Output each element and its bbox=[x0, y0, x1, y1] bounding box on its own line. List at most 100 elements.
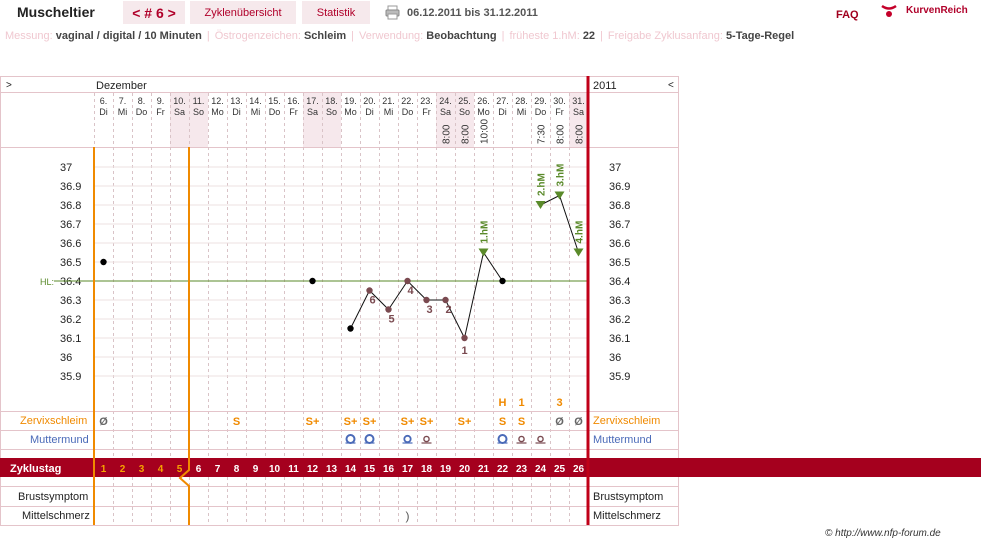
day-number: 26. bbox=[477, 96, 490, 106]
high-temp-label: 1.hM bbox=[480, 221, 491, 244]
nav-next-button[interactable]: < bbox=[668, 80, 674, 91]
cycle-day-number: 2 bbox=[120, 464, 126, 475]
tab-cycle-overview[interactable]: Zyklenübersicht bbox=[190, 1, 296, 24]
logo-icon bbox=[881, 4, 897, 17]
zervix-mark: S bbox=[233, 416, 240, 428]
y-tick-left: 36.6 bbox=[60, 238, 81, 250]
temperature-point bbox=[309, 277, 316, 285]
day-number: 14. bbox=[249, 96, 262, 106]
weekday-label: Mo bbox=[211, 107, 224, 117]
y-tick-right: 36.9 bbox=[609, 181, 630, 193]
month-label: Dezember bbox=[96, 80, 147, 92]
cervix-closed-icon bbox=[537, 435, 544, 443]
day-number: 25. bbox=[458, 96, 471, 106]
day-number: 19. bbox=[344, 96, 357, 106]
cervix-open-icon bbox=[497, 434, 508, 444]
cervix-closed-icon bbox=[518, 435, 525, 443]
tab-statistics[interactable]: Statistik bbox=[302, 1, 370, 24]
nav-prev-button[interactable]: > bbox=[6, 80, 12, 91]
day-number: 11. bbox=[193, 96, 205, 106]
zervix-mark: S bbox=[518, 416, 525, 428]
cycle-day-number: 25 bbox=[554, 464, 566, 475]
cycle-day-number: 21 bbox=[478, 464, 490, 475]
zervix-mark: Ø bbox=[555, 416, 564, 428]
weekday-label: Mi bbox=[251, 107, 261, 117]
day-number: 16. bbox=[287, 96, 300, 106]
temperature-point bbox=[499, 277, 506, 285]
setting-label: früheste 1.hM: bbox=[509, 30, 583, 42]
cycle-day-number: 12 bbox=[307, 464, 319, 475]
low-temp-label: 1 bbox=[461, 345, 467, 357]
zervix-mark: S+ bbox=[363, 416, 377, 428]
high-temp-label: 4.hM bbox=[575, 221, 586, 244]
temperature-point bbox=[100, 258, 107, 266]
setting-value: 22 bbox=[582, 30, 596, 42]
weekday-label: Fr bbox=[422, 107, 431, 117]
y-tick-right: 36.5 bbox=[609, 257, 630, 269]
cycle-day-number: 8 bbox=[234, 464, 240, 475]
y-tick-left: 36.4 bbox=[60, 276, 81, 288]
cycle-day-number: 7 bbox=[215, 464, 221, 475]
weekday-label: Di bbox=[232, 107, 241, 117]
weekday-label: Mi bbox=[517, 107, 527, 117]
top-bar: Muscheltier < # 6 > Zyklenübersicht Stat… bbox=[0, 0, 981, 26]
weekend-shade bbox=[170, 93, 189, 147]
day-number: 6. bbox=[100, 96, 108, 106]
cycle-day-number: 10 bbox=[269, 464, 281, 475]
day-number: 10. bbox=[173, 96, 186, 106]
zervix-mark: S bbox=[499, 416, 506, 428]
bleeding-end-line bbox=[178, 147, 190, 525]
y-tick-right: 35.9 bbox=[609, 371, 630, 383]
low-temp-label: 6 bbox=[369, 295, 375, 307]
day-number: 29. bbox=[534, 96, 547, 106]
cervix-closed-icon bbox=[423, 435, 430, 443]
measurement-time: 8:00 bbox=[556, 124, 567, 144]
cycle-day-number: 4 bbox=[158, 464, 164, 475]
faq-link[interactable]: FAQ bbox=[836, 9, 859, 21]
weekday-label: Sa bbox=[174, 107, 185, 117]
cycle-navigation-tab[interactable]: < # 6 > bbox=[123, 1, 185, 24]
high-temp-label: 2.hM bbox=[537, 173, 548, 196]
day-number: 21. bbox=[382, 96, 395, 106]
weekday-label: Mo bbox=[477, 107, 490, 117]
day-number: 22. bbox=[401, 96, 414, 106]
setting-label: Östrogenzeichen: bbox=[214, 30, 304, 42]
y-tick-left: 36.8 bbox=[60, 200, 81, 212]
cycle-day-number: 20 bbox=[459, 464, 471, 475]
cycle-day-number: 22 bbox=[497, 464, 509, 475]
cycle-day-number: 24 bbox=[535, 464, 547, 475]
temperature-point bbox=[347, 325, 354, 332]
cycle-day-number: 19 bbox=[440, 464, 452, 475]
cycle-day-number: 26 bbox=[573, 464, 585, 475]
zervix-mark: S+ bbox=[306, 416, 320, 428]
y-tick-right: 36.2 bbox=[609, 314, 630, 326]
measurement-time: 7:30 bbox=[537, 124, 548, 144]
day-number: 23. bbox=[420, 96, 433, 106]
measurement-settings: Messung: vaginal / digital / 10 Minuten |… bbox=[5, 30, 794, 42]
zervix-mark: S+ bbox=[420, 416, 434, 428]
settings-separator: | bbox=[501, 30, 505, 42]
day-number: 13. bbox=[230, 96, 243, 106]
peak-mark: 3 bbox=[556, 397, 562, 409]
settings-separator: | bbox=[351, 30, 355, 42]
weekday-label: Sa bbox=[573, 107, 584, 117]
setting-value: Schleim bbox=[303, 30, 347, 42]
temperature-point bbox=[385, 306, 392, 313]
setting-label: Verwendung: bbox=[359, 30, 427, 42]
muttermund-row-label-right: Muttermund bbox=[593, 434, 652, 446]
y-tick-right: 36.1 bbox=[609, 333, 630, 345]
cycle-day-number: 5 bbox=[177, 464, 183, 475]
midpain-label-right: Mittelschmerz bbox=[593, 510, 661, 522]
weekday-label: So bbox=[459, 107, 470, 117]
low-temp-label: 4 bbox=[407, 285, 414, 297]
day-number: 15. bbox=[268, 96, 281, 106]
y-tick-left: 37 bbox=[60, 162, 72, 174]
cycle-day-number: 3 bbox=[139, 464, 145, 475]
cycle-day-number: 6 bbox=[196, 464, 202, 475]
y-tick-right: 36.3 bbox=[609, 295, 630, 307]
printer-icon[interactable] bbox=[385, 5, 400, 20]
high-temp-label: 3.hM bbox=[556, 164, 567, 187]
logo-text: KurvenReich bbox=[906, 5, 968, 16]
day-number: 9. bbox=[157, 96, 165, 106]
day-number: 28. bbox=[515, 96, 528, 106]
